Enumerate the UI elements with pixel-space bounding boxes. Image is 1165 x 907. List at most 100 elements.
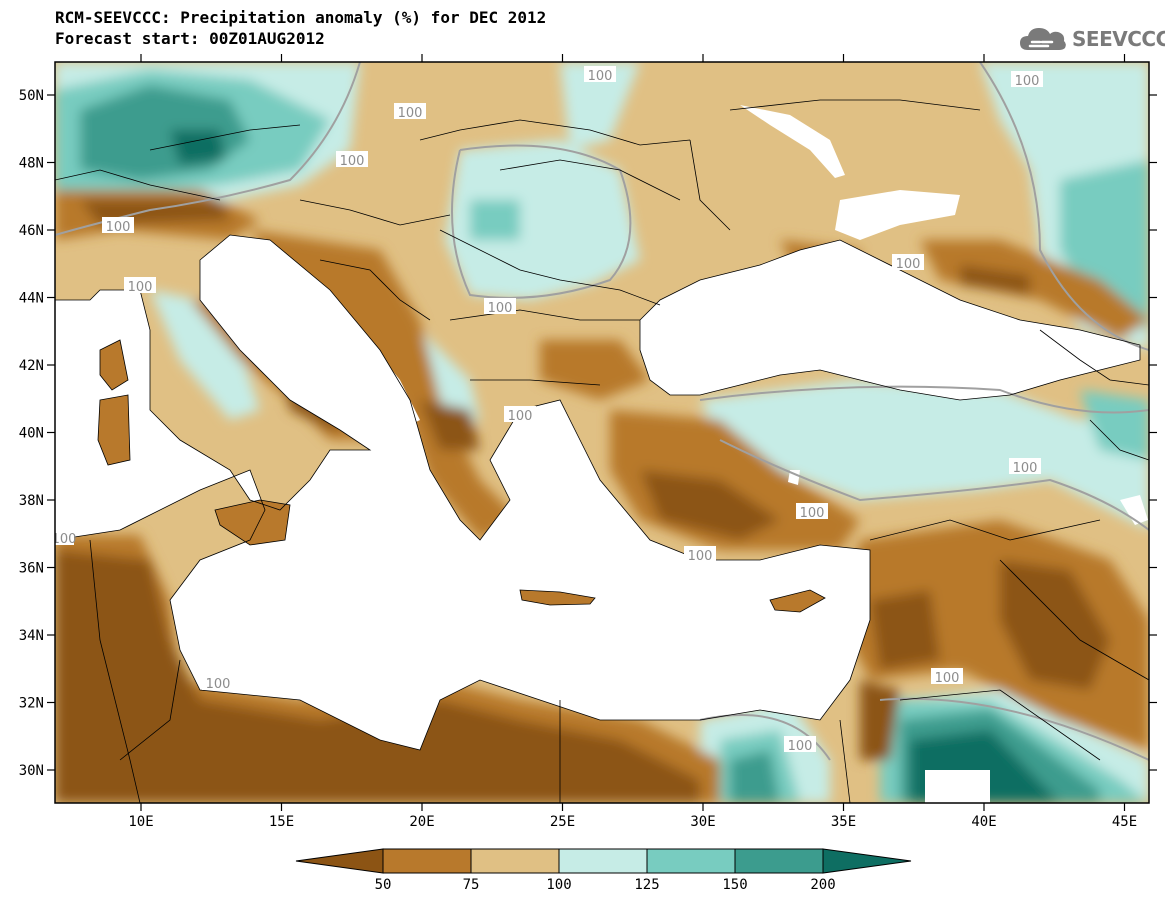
sardinia: [98, 395, 130, 465]
coastline: [55, 234, 1141, 751]
anomaly-shading: [55, 62, 1149, 803]
border-line: [149, 124, 301, 151]
colorbar-label: 150: [722, 877, 747, 893]
lat-label: 42N: [19, 358, 44, 374]
contour-label: 100: [206, 677, 231, 692]
wet-italy-west-region: [150, 290, 260, 420]
sea-of-azov: [835, 190, 960, 240]
border-line: [449, 309, 640, 321]
wet-dark-sinai: [730, 750, 780, 803]
colorbar-segment: [382, 848, 472, 874]
country-borders: [55, 99, 1149, 803]
lat-label: 34N: [19, 628, 44, 644]
border-line: [499, 159, 681, 201]
border-line: [470, 379, 601, 386]
border-line: [1089, 419, 1149, 461]
lat-label: 50N: [19, 88, 44, 104]
contour-line: [979, 62, 1149, 351]
border-line: [729, 99, 981, 111]
black-sea-coast: [639, 239, 1141, 401]
dry-mid-caucasus: [920, 240, 1149, 340]
contour-label: 100: [935, 671, 960, 686]
contour-label: 100: [106, 220, 131, 235]
crete: [520, 590, 595, 605]
border-line: [89, 539, 141, 803]
lon-label: 25E: [550, 814, 575, 830]
contour-label: 100: [588, 69, 613, 84]
colorbar-segment: [734, 848, 824, 874]
colorbar-label: 125: [634, 877, 659, 893]
dry-dark-greece: [420, 400, 480, 450]
contour-line: [699, 385, 1149, 414]
map-title: RCM-SEEVCCC: Precipitation anomaly (%) f…: [55, 8, 547, 27]
sicily-coast: [214, 499, 291, 546]
cloud-icon: [1020, 28, 1066, 50]
mediterranean-coast: [55, 234, 871, 751]
contour-label: 100: [52, 532, 77, 547]
contour-label: 100: [508, 409, 533, 424]
lon-label: 10E: [128, 814, 153, 830]
contour-labels: 100 100 100 100 100 100 100 100 100 100 …: [52, 66, 1043, 754]
lat-label: 44N: [19, 291, 44, 307]
contour-label: 100: [488, 301, 513, 316]
lat-label: 40N: [19, 426, 44, 442]
border-line: [839, 719, 851, 803]
contour-label: 100: [800, 506, 825, 521]
lat-label: 46N: [19, 223, 44, 239]
border-line: [299, 199, 451, 226]
colorbar: 50 75 100 125 150 200: [295, 848, 912, 893]
lon-label: 40E: [971, 814, 996, 830]
border-line: [419, 119, 691, 146]
lon-label: 35E: [831, 814, 856, 830]
contour-label: 100: [688, 549, 713, 564]
contour-line: [719, 439, 1149, 531]
lake-van: [1120, 495, 1148, 525]
lat-label: 32N: [19, 696, 44, 712]
colorbar-segment: [295, 848, 384, 874]
colorbar-segment: [470, 848, 560, 874]
dry-dark-syria: [1000, 560, 1110, 690]
wet-pannonian-region: [445, 140, 640, 300]
lat-label: 48N: [19, 156, 44, 172]
seevccc-logo: SEEVCCC: [1018, 22, 1165, 56]
colorbar-segment: [558, 848, 648, 874]
adriatic-sea: [230, 250, 420, 430]
map-area: 100 100 100 100 100 100 100 100 100 100 …: [52, 62, 1149, 803]
contour-label: 100: [398, 106, 423, 121]
colorbar-label: 200: [810, 877, 835, 893]
sea-mask: [55, 105, 1148, 803]
border-line: [119, 659, 181, 761]
wet-mid-russia: [1060, 160, 1149, 330]
lon-label: 15E: [269, 814, 294, 830]
wet-mid-caucasus: [1080, 390, 1149, 460]
contour-label: 100: [788, 739, 813, 754]
colorbar-label: 100: [546, 877, 571, 893]
border-line: [689, 139, 731, 231]
cyprus-coast: [769, 589, 826, 613]
dnieper-reservoir: [740, 105, 845, 178]
wet-darkest-alps: [170, 130, 225, 165]
cyprus: [770, 590, 825, 612]
black-sea: [640, 240, 1140, 400]
mediterranean-sea: [55, 235, 870, 750]
latitude-axis: 50N 48N 46N 44N 42N 40N 38N 36N 34N 32N 30N: [19, 88, 1157, 779]
border-line: [319, 259, 431, 321]
dry-mid-bulgaria: [540, 340, 650, 400]
contour-label: 100: [1013, 461, 1038, 476]
wet-mid-hungary: [470, 200, 520, 240]
border-line: [55, 169, 221, 201]
lake-tuz: [788, 470, 800, 485]
forecast-start: Forecast start: 00Z01AUG2012: [55, 29, 325, 48]
logo-text: SEEVCCC: [1072, 27, 1165, 51]
lon-label: 45E: [1112, 814, 1137, 830]
corsica-coast: [99, 339, 129, 391]
lat-label: 36N: [19, 561, 44, 577]
colorbar-segment: [646, 848, 736, 874]
contour-label: 100: [896, 257, 921, 272]
lon-label: 30E: [690, 814, 715, 830]
wet-poland-region: [560, 62, 640, 150]
dry-dark-anatolia: [640, 470, 780, 540]
lon-label: 20E: [409, 814, 434, 830]
dry-dark-lebanon: [870, 590, 940, 670]
